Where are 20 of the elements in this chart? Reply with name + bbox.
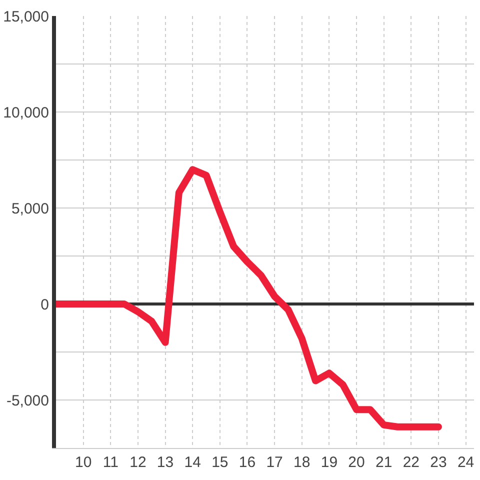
y-tick-label: 0 <box>40 296 49 314</box>
y-tick-label: 15,000 <box>3 8 49 26</box>
x-tick-label: 22 <box>402 454 420 471</box>
x-tick-label: 10 <box>74 454 92 471</box>
x-tick-label: 23 <box>430 454 447 471</box>
x-tick-label: 21 <box>375 454 392 471</box>
x-tick-label: 18 <box>294 454 310 471</box>
x-tick-label: 24 <box>457 454 474 471</box>
x-tick-label: 14 <box>184 454 201 471</box>
x-tick-label: 16 <box>238 454 256 471</box>
x-tick-label: 19 <box>320 454 338 471</box>
x-tick-label: 20 <box>348 454 365 471</box>
x-tick-label: 11 <box>102 454 118 471</box>
y-tick-label: 10,000 <box>3 104 49 122</box>
x-tick-label: 17 <box>266 454 283 471</box>
y-tick-label: -5,000 <box>6 392 49 410</box>
x-tick-label: 13 <box>156 454 174 471</box>
x-tick-label: 12 <box>130 454 146 471</box>
y-tick-label: 5,000 <box>11 200 49 218</box>
x-tick-label: 15 <box>212 454 228 471</box>
